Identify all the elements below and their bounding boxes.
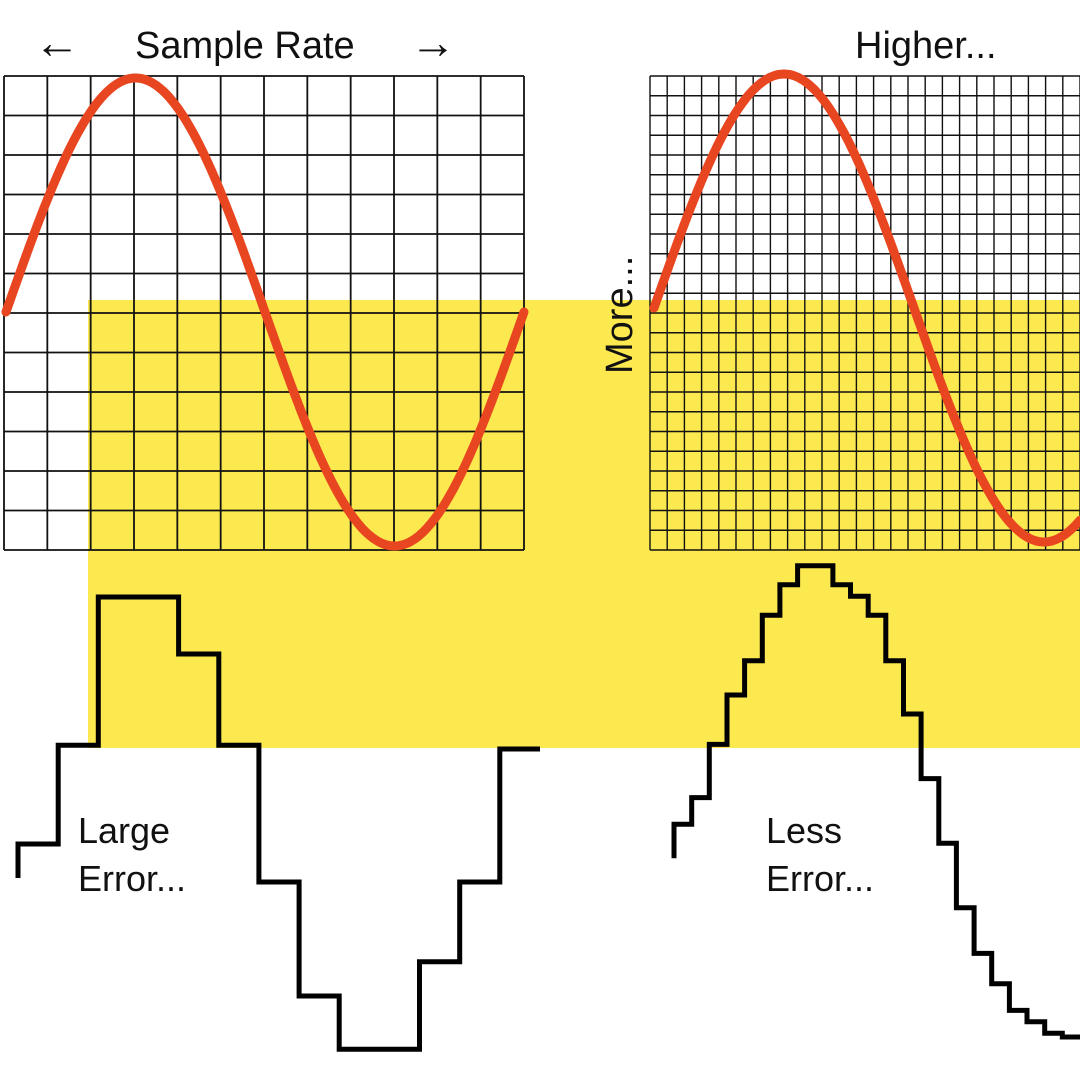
- left-arrow-icon: ←: [34, 16, 80, 68]
- less-error-line-1: Less: [766, 810, 842, 851]
- more-label: More...: [599, 256, 641, 374]
- highlight-band: [88, 300, 1080, 748]
- low-resolution-grid: [3, 75, 525, 551]
- low-resolution-panel: [1, 73, 540, 1052]
- low-resolution-staircase: [15, 594, 540, 1052]
- higher-label: Higher...: [855, 25, 997, 67]
- right-arrow-icon: →: [410, 16, 456, 68]
- high-resolution-panel: [649, 69, 1080, 1040]
- high-resolution-sine-wave: [649, 69, 1080, 547]
- sample-rate-header: ← Sample Rate →: [34, 16, 456, 68]
- high-resolution-staircase: [671, 563, 1080, 1040]
- high-resolution-grid: [649, 75, 1080, 551]
- large-error-line-2: Error...: [78, 858, 186, 899]
- large-error-label: Large Error...: [78, 810, 186, 899]
- sample-rate-label: Sample Rate: [135, 25, 355, 67]
- less-error-label: Less Error...: [766, 810, 874, 899]
- large-error-line-1: Large: [78, 810, 170, 851]
- low-resolution-sine-wave: [1, 73, 529, 551]
- less-error-line-2: Error...: [766, 858, 874, 899]
- highlight-band-rect: [88, 300, 1080, 748]
